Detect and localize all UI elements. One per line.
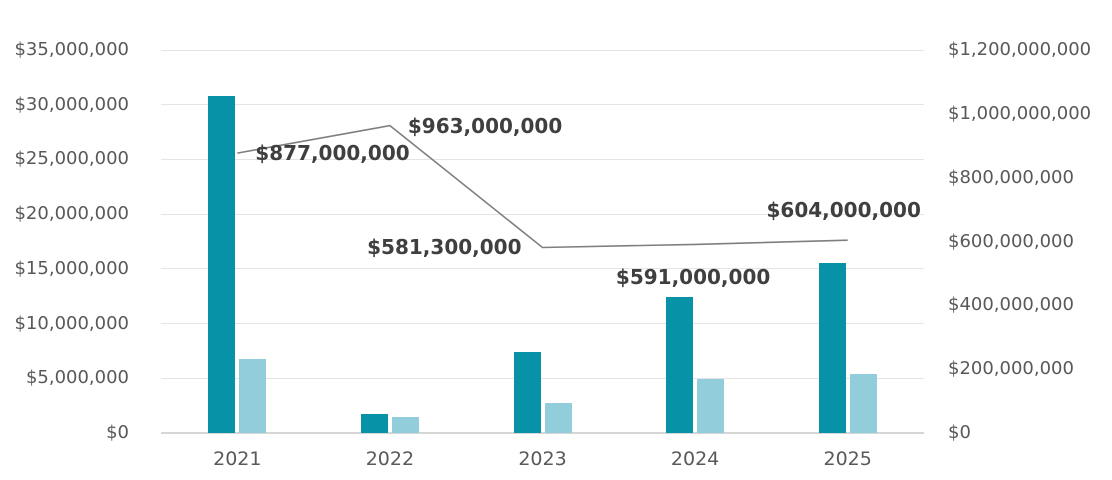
bar-dark-teal (513, 352, 541, 433)
gridline (161, 268, 924, 270)
gridline (161, 323, 924, 325)
line-data-label: $591,000,000 (615, 265, 771, 290)
left-axis-tick-label: $30,000,000 (14, 93, 129, 115)
left-axis-tick-label: $35,000,000 (14, 39, 129, 60)
left-axis-tick-label: $0 (106, 422, 129, 443)
bar-light-blue (849, 373, 877, 433)
x-axis-label: 2021 (213, 448, 262, 470)
gridline (161, 104, 924, 106)
left-axis-tick-label: $15,000,000 (14, 257, 129, 279)
trend-line (237, 124, 848, 249)
right-axis-tick-label: $800,000,000 (948, 166, 1074, 188)
gridline (161, 213, 924, 215)
x-axis-label: 2022 (365, 448, 415, 470)
bar-dark-teal (818, 263, 846, 433)
left-axis-tick-label: $20,000,000 (14, 203, 129, 225)
right-axis-tick-label: $200,000,000 (948, 358, 1074, 380)
line-data-label: $604,000,000 (766, 198, 921, 223)
bar-dark-teal (360, 414, 388, 433)
left-axis-tick-label: $5,000,000 (25, 367, 129, 389)
bar-light-blue (391, 416, 419, 433)
right-axis-tick-label: $1,000,000,000 (948, 102, 1092, 124)
x-axis-label: 2023 (518, 448, 567, 470)
left-axis-tick-label: $25,000,000 (14, 148, 129, 170)
bar-light-blue (697, 379, 725, 433)
bar-light-blue (239, 358, 267, 433)
x-axis-label: 2024 (670, 448, 720, 470)
right-axis-tick-label: $1,200,000,000 (948, 39, 1092, 60)
right-axis-tick-label: $0 (948, 422, 971, 443)
bar-dark-teal (208, 95, 236, 433)
x-axis-label: 2025 (823, 448, 872, 470)
right-axis-tick-label: $600,000,000 (948, 230, 1074, 252)
line-data-label: $581,300,000 (367, 235, 522, 260)
x-axis-baseline (161, 432, 924, 434)
right-axis-tick-label: $400,000,000 (948, 294, 1074, 316)
left-axis-tick-label: $10,000,000 (14, 312, 129, 334)
bar-light-blue (544, 403, 572, 433)
bar-dark-teal (666, 297, 694, 433)
gridline (161, 377, 924, 379)
gridline (161, 158, 924, 160)
gridline (161, 49, 924, 51)
line-data-label: $877,000,000 (255, 141, 410, 166)
line-data-label: $963,000,000 (407, 113, 563, 138)
